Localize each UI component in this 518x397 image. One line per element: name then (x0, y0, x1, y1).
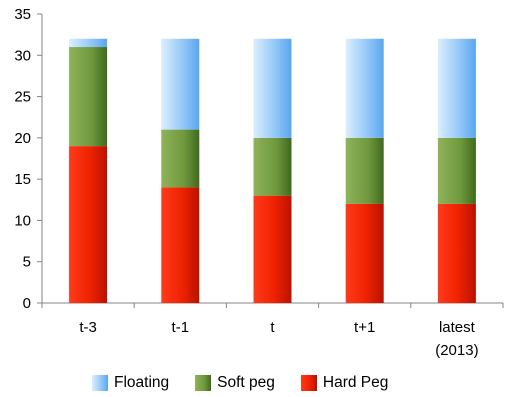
y-tick-label: 30 (14, 47, 31, 64)
bar-hard-peg (437, 203, 476, 303)
x-tick-label: t+1 (354, 319, 375, 336)
y-tick-label: 25 (14, 89, 31, 106)
x-tick-label: latest (2013) (435, 319, 478, 359)
y-tick-label: 10 (14, 212, 31, 229)
bar-floating (161, 38, 200, 130)
bar-soft-peg (69, 47, 108, 147)
bar-hard-peg (253, 195, 292, 303)
x-tick-label: t-3 (79, 319, 97, 336)
legend-item-hard-peg: Hard Peg (300, 374, 389, 392)
bar-soft-peg (253, 137, 292, 196)
bar-hard-peg (345, 203, 384, 303)
bar-floating (69, 38, 108, 48)
y-axis: 0 5 10 15 20 25 30 35 (14, 6, 43, 312)
y-tick-label: 20 (14, 130, 31, 147)
legend-swatch-floating (92, 375, 108, 391)
bars (69, 38, 476, 303)
bar-soft-peg (161, 129, 200, 188)
legend: Floating Soft peg Hard Peg (92, 372, 388, 394)
legend-label-floating: Floating (114, 374, 170, 391)
bar-hard-peg (69, 146, 108, 303)
bar-floating (345, 38, 384, 138)
y-tick-label: 5 (23, 254, 31, 271)
legend-label-soft-peg: Soft peg (217, 374, 275, 391)
x-axis: t-3 t-1 t t+1 latest (2013) (41, 302, 504, 359)
y-tick-label: 0 (23, 295, 31, 312)
legend-swatch-hard-peg (300, 375, 317, 391)
bar-floating (437, 38, 476, 138)
x-tick-label: t-1 (172, 319, 190, 336)
bar-floating (253, 38, 292, 138)
legend-label-hard-peg: Hard Peg (322, 374, 389, 391)
bar-soft-peg (345, 137, 384, 204)
legend-item-soft-peg: Soft peg (195, 374, 275, 392)
legend-swatch-soft-peg (195, 375, 212, 391)
x-tick-label: t (270, 319, 275, 336)
y-tick-label: 15 (14, 171, 31, 188)
legend-item-floating: Floating (92, 374, 169, 392)
y-tick-label: 35 (14, 6, 31, 23)
bar-hard-peg (161, 187, 200, 303)
stacked-bar-chart: 0 5 10 15 20 25 30 35 t-3 t-1 t t+1 latest (2013) (14, 6, 504, 359)
bar-soft-peg (437, 137, 476, 204)
